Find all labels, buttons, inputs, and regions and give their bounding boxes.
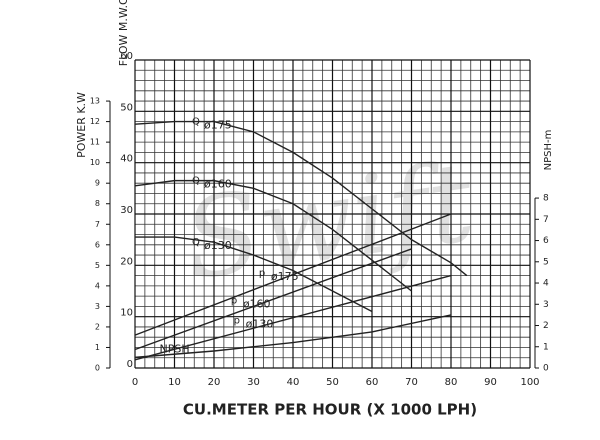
y2-tick-label: 1 [95,343,100,352]
y2-tick-label: 0 [95,364,100,373]
curve-marker: p [234,315,240,326]
x-tick-label: 0 [132,377,138,388]
y-tick-label: 40 [120,154,133,165]
curve [134,120,468,277]
curve-label: ø175 [271,270,299,283]
curve-label: ø130 [204,239,232,252]
x-tick-label: 20 [208,377,221,388]
curve-label: ø160 [204,178,232,191]
curve [134,248,412,351]
curve-marker: p [259,268,265,279]
y-tick-label: 30 [120,205,133,216]
x-axis-title: CU.METER PER HOUR (X 1000 LPH) [183,401,477,419]
y2-tick-label: 10 [90,158,100,167]
y2-tick-label: 11 [90,138,100,147]
y3-tick-label: 2 [543,321,549,331]
x-tick-label: 90 [484,377,497,388]
curve [134,274,452,361]
x-tick-label: 50 [326,377,339,388]
y-tick-label: 0 [127,359,133,370]
y3-axis-title: NPSH-m [543,130,554,171]
x-tick-label: 30 [247,377,260,388]
y2-tick-label: 4 [95,281,100,290]
y-tick-label: 50 [120,102,133,113]
y-tick-label: 20 [120,256,133,267]
y-tick-label: 10 [120,308,133,319]
y3-tick-label: 4 [543,279,549,289]
curve [134,179,412,292]
y3-tick-label: 6 [543,236,549,246]
curve-label: ø175 [204,119,232,132]
curve-marker: Q [192,176,200,187]
curve [134,314,452,359]
y2-tick-label: 8 [95,199,100,208]
y3-tick-label: 3 [543,300,549,310]
y3-tick-label: 8 [543,194,549,204]
y2-tick-label: 5 [95,261,100,270]
curve-marker: p [231,295,237,306]
y-axis-title: FLOW M.W.C. [117,0,130,66]
curve-label: ø160 [243,297,271,310]
x-tick-label: 60 [366,377,379,388]
y2-tick-label: 6 [95,240,100,249]
y2-tick-label: 3 [95,302,100,311]
curve-label: ø130 [246,317,274,330]
y3-tick-label: 0 [543,364,549,374]
y-tick-label: 60 [120,51,133,62]
curve [134,213,452,336]
y3-tick-label: 5 [543,257,549,267]
x-tick-label: 70 [405,377,418,388]
curve-marker: Q [192,237,200,248]
y2-tick-label: 9 [95,179,100,188]
y2-tick-label: 13 [90,97,100,106]
y3-tick-label: 1 [543,342,549,352]
x-tick-label: 10 [168,377,181,388]
x-tick-label: 40 [287,377,300,388]
curve-label: NPSH [159,342,189,355]
y2-tick-label: 12 [90,117,100,126]
x-tick-label: 80 [445,377,458,388]
y2-tick-label: 7 [95,220,100,229]
curve [135,236,373,313]
y3-tick-label: 7 [543,215,549,225]
y2-axis-title: POWER K.W [75,92,88,158]
y2-tick-label: 2 [95,322,100,331]
curve-marker: Q [192,117,200,128]
x-tick-label: 100 [520,377,539,388]
